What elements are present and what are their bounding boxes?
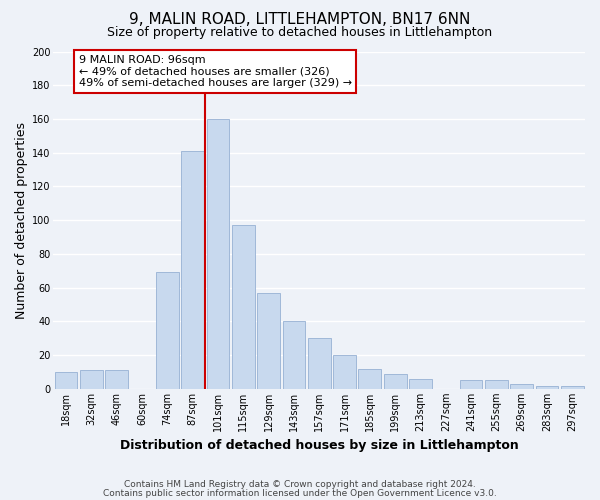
Bar [561,386,584,389]
Bar [536,386,559,389]
Text: 9, MALIN ROAD, LITTLEHAMPTON, BN17 6NN: 9, MALIN ROAD, LITTLEHAMPTON, BN17 6NN [130,12,470,28]
Bar [358,368,381,389]
Bar [181,151,204,389]
Bar [283,322,305,389]
Bar [333,355,356,389]
Bar [156,272,179,389]
Bar [232,226,254,389]
Bar [257,292,280,389]
Bar [485,380,508,389]
Bar [55,372,77,389]
Bar [308,338,331,389]
Bar [80,370,103,389]
Text: Contains HM Land Registry data © Crown copyright and database right 2024.: Contains HM Land Registry data © Crown c… [124,480,476,489]
Text: Contains public sector information licensed under the Open Government Licence v3: Contains public sector information licen… [103,488,497,498]
Bar [384,374,407,389]
Text: 9 MALIN ROAD: 96sqm
← 49% of detached houses are smaller (326)
49% of semi-detac: 9 MALIN ROAD: 96sqm ← 49% of detached ho… [79,55,352,88]
Bar [511,384,533,389]
X-axis label: Distribution of detached houses by size in Littlehampton: Distribution of detached houses by size … [120,440,518,452]
Text: Size of property relative to detached houses in Littlehampton: Size of property relative to detached ho… [107,26,493,39]
Bar [460,380,482,389]
Y-axis label: Number of detached properties: Number of detached properties [15,122,28,318]
Bar [206,119,229,389]
Bar [409,379,432,389]
Bar [106,370,128,389]
